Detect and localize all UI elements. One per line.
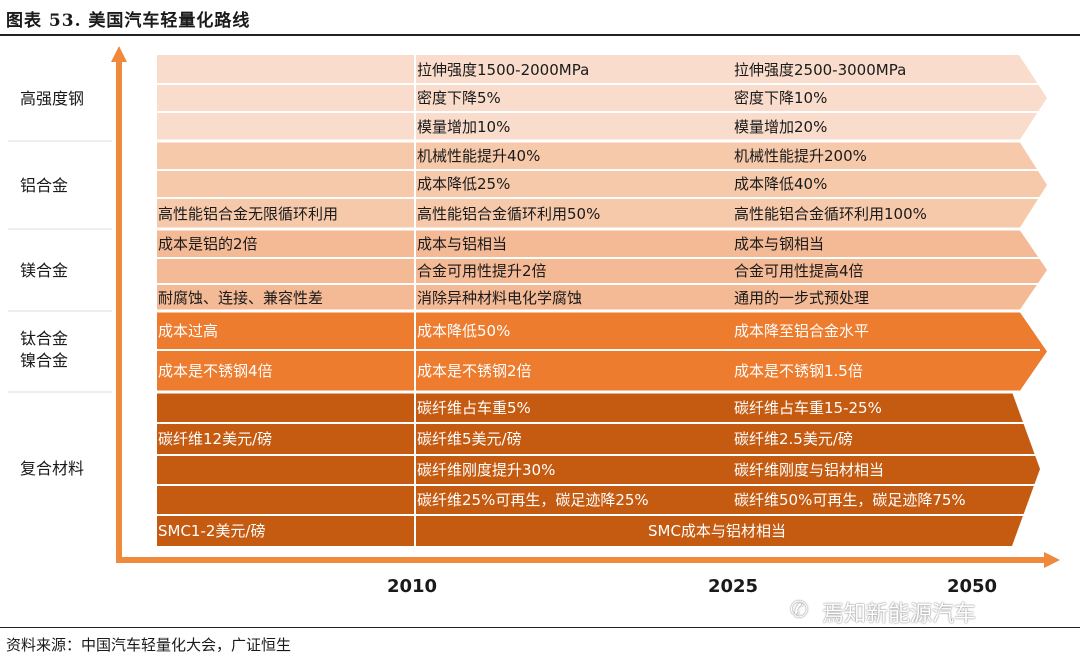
roadmap-cell: 碳纤维占车重15-25% [734,398,882,417]
category-label: 高强度钢 [20,89,85,108]
source-note: 资料来源：中国汽车轻量化大会，广证恒生 [6,636,292,654]
category-label: 复合材料 [20,459,85,478]
roadmap-cell: 机械性能提升200% [734,146,867,165]
roadmap-cell: 拉伸强度1500-2000MPa [417,60,590,79]
timeline-axis-arrow [1044,552,1060,568]
roadmap-cell: 高性能铝合金循环利用100% [734,204,927,223]
roadmap-cell: 成本降至铝合金水平 [734,321,870,340]
figure-title: 图表 53. 美国汽车轻量化路线 [6,11,251,31]
roadmap-cell: 密度下降5% [417,89,501,107]
roadmap-cell: 碳纤维5美元/磅 [417,430,522,448]
timeline-label-2050: 2050 [946,576,998,597]
roadmap-cell: 机械性能提升40% [417,146,541,165]
roadmap-cell: 碳纤维25%可再生，碳足迹降25% [417,491,649,509]
roadmap-cell: 碳纤维2.5美元/磅 [734,430,853,448]
roadmap-cell: 成本是不锈钢4倍 [158,362,273,380]
band-magnesium [157,229,1047,311]
roadmap-cell: 耐腐蚀、连接、兼容性差 [158,288,324,307]
roadmap-cell: SMC1-2美元/磅 [158,521,266,540]
bottom-rule [0,627,1080,628]
roadmap-cell: 成本与钢相当 [734,234,825,253]
band-aluminum [157,141,1047,229]
band-titanium [157,311,1047,392]
wechat-icon: ✆ [790,598,809,623]
category-label: 铝合金 [20,176,69,195]
band-composite [157,392,1040,546]
roadmap-cell: 消除异种材料电化学腐蚀 [417,288,583,307]
roadmap-cell: 模量增加20% [734,117,828,136]
roadmap-cell: 成本过高 [158,321,219,340]
top-rule [0,34,1080,36]
category-label: 钛合金 镍合金 [20,329,69,370]
roadmap-cell: 成本降低25% [417,175,511,193]
roadmap-cell: 碳纤维占车重5% [417,398,531,417]
timeline-label-2025: 2025 [707,576,759,597]
roadmap-cell: 成本与铝相当 [417,234,508,253]
roadmap-cell: 模量增加10% [417,117,511,136]
roadmap-cell: 合金可用性提高4倍 [734,262,864,280]
roadmap-cell: 成本是铝的2倍 [158,234,258,253]
roadmap-cell: 高性能铝合金循环利用50% [417,204,601,223]
roadmap-cell: 成本降低40% [734,175,828,193]
roadmap-cell: 成本降低50% [417,321,511,340]
roadmap-cell: SMC成本与铝材相当 [648,521,786,540]
roadmap-cell: 碳纤维12美元/磅 [158,430,273,448]
roadmap-cell: 高性能铝合金无限循环利用 [158,204,339,223]
watermark: 焉知新能源汽车 [822,602,977,627]
roadmap-cell: 成本是不锈钢2倍 [417,362,532,380]
vertical-axis-arrow [111,46,127,62]
vertical-axis [116,60,122,557]
category-label: 镁合金 [20,261,69,280]
roadmap-cell: 碳纤维刚度提升30% [417,461,556,479]
band-steel [157,55,1047,141]
roadmap-cell: 碳纤维50%可再生，碳足迹降75% [734,491,966,509]
roadmap-cell: 通用的一步式预处理 [734,288,870,307]
timeline-label-2010: 2010 [386,576,438,597]
roadmap-cell: 拉伸强度2500-3000MPa [734,60,907,79]
timeline-axis [116,557,1046,563]
roadmap-cell: 合金可用性提升2倍 [417,262,547,280]
roadmap-cell: 密度下降10% [734,89,828,107]
roadmap-cell: 碳纤维刚度与铝材相当 [734,461,885,479]
roadmap-cell: 成本是不锈钢1.5倍 [734,362,863,380]
